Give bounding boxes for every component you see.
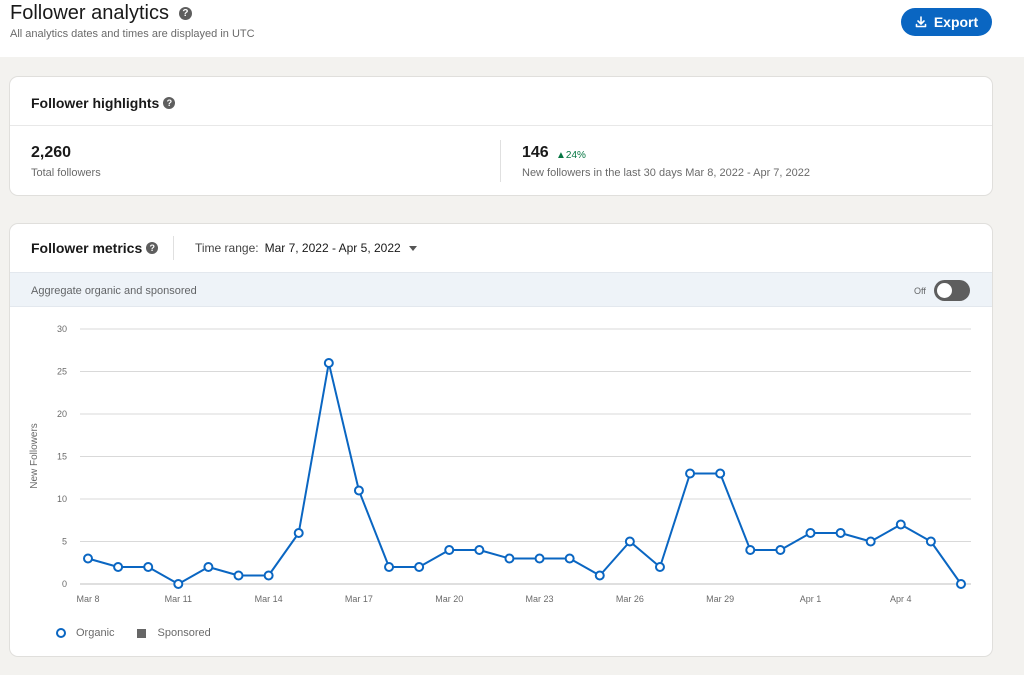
export-button[interactable]: Export: [901, 8, 992, 36]
y-axis-title: New Followers: [29, 423, 40, 489]
y-tick-label: 15: [57, 452, 67, 462]
data-point-organic[interactable]: [715, 468, 726, 479]
time-range-dropdown[interactable]: Time range: Mar 7, 2022 - Apr 5, 2022: [195, 241, 417, 255]
data-point-organic[interactable]: [654, 562, 665, 572]
x-tick-label: Apr 1: [800, 594, 822, 604]
follower-highlights-card: Follower highlights ? 2,260 Total follow…: [10, 77, 992, 195]
follower-highlights-title: Follower highlights: [31, 95, 160, 111]
total-followers-value: 2,260: [31, 144, 72, 161]
x-tick-label: Mar 23: [526, 594, 554, 604]
y-tick-label: 30: [57, 324, 67, 334]
data-point-organic[interactable]: [444, 545, 455, 555]
total-followers-label: Total followers: [31, 167, 101, 179]
toggle-state-label: Off: [914, 286, 926, 296]
stat-divider: [500, 140, 501, 182]
sponsored-marker-icon: [136, 628, 146, 638]
data-point-organic[interactable]: [805, 528, 816, 538]
aggregate-bar: Aggregate organic and sponsored Off: [10, 272, 992, 307]
data-point-organic[interactable]: [173, 579, 184, 589]
data-point-organic[interactable]: [474, 545, 485, 555]
data-point-organic[interactable]: [83, 553, 93, 564]
data-point-organic[interactable]: [745, 545, 756, 555]
data-point-organic[interactable]: [865, 536, 876, 547]
heading-separator: [173, 236, 174, 260]
x-tick-label: Mar 26: [616, 594, 644, 604]
toggle-knob: [937, 283, 952, 298]
x-axis-ticks: Mar 8 Mar 11 Mar 14 Mar 17 Mar 20 Mar 23 Mar 2…: [76, 594, 911, 604]
help-icon[interactable]: ?: [163, 97, 176, 109]
data-point-organic[interactable]: [685, 468, 696, 479]
y-tick-label: 10: [57, 494, 67, 504]
data-point-organic[interactable]: [113, 562, 124, 572]
download-icon: [915, 16, 927, 28]
caret-down-icon: [408, 245, 417, 251]
new-followers-change: ▲24%: [556, 150, 586, 161]
y-tick-label: 20: [57, 409, 67, 419]
data-point-organic[interactable]: [414, 562, 425, 572]
data-point-organic[interactable]: [293, 528, 304, 538]
legend-item-organic[interactable]: Organic: [56, 627, 115, 639]
data-point-organic[interactable]: [925, 536, 936, 547]
x-tick-label: Mar 20: [435, 594, 463, 604]
follower-highlights-heading: Follower highlights ?: [31, 95, 176, 111]
follower-metrics-title: Follower metrics: [31, 240, 143, 256]
y-tick-label: 5: [62, 537, 67, 547]
data-point-organic[interactable]: [895, 519, 906, 530]
x-tick-label: Mar 14: [255, 594, 283, 604]
data-point-organic[interactable]: [835, 528, 846, 538]
y-tick-label: 25: [57, 367, 67, 377]
x-tick-label: Mar 17: [345, 594, 373, 604]
help-icon[interactable]: ?: [178, 7, 192, 20]
data-point-organic[interactable]: [233, 570, 244, 581]
page-header: Follower analytics ? All analytics dates…: [0, 0, 1024, 57]
page-subtitle: All analytics dates and times are displa…: [10, 28, 255, 40]
aggregate-label: Aggregate organic and sponsored: [31, 285, 197, 297]
x-tick-label: Mar 8: [76, 594, 99, 604]
chart-series: [83, 358, 966, 589]
new-followers-value: 146: [522, 144, 549, 161]
legend-label-sponsored: Sponsored: [157, 627, 211, 639]
data-point-organic[interactable]: [384, 562, 395, 572]
data-point-organic[interactable]: [323, 358, 334, 368]
chart-gridlines: [80, 328, 971, 585]
data-point-organic[interactable]: [534, 553, 545, 564]
data-point-organic[interactable]: [504, 553, 515, 564]
series-line-organic: [87, 362, 962, 585]
data-point-organic[interactable]: [956, 579, 966, 589]
help-icon[interactable]: ?: [146, 242, 159, 254]
data-point-organic[interactable]: [263, 570, 274, 581]
page-title: Follower analytics ?: [10, 2, 192, 25]
x-tick-label: Apr 4: [890, 594, 912, 604]
follower-metrics-heading: Follower metrics ?: [31, 240, 159, 256]
chart-legend: Organic Sponsored: [56, 627, 233, 639]
time-range-value: Mar 7, 2022 - Apr 5, 2022: [264, 241, 401, 255]
data-point-organic[interactable]: [564, 553, 575, 564]
page-title-text: Follower analytics: [10, 2, 169, 24]
card-divider: [10, 125, 992, 126]
data-point-organic[interactable]: [624, 536, 635, 547]
legend-item-sponsored[interactable]: Sponsored: [136, 627, 211, 639]
legend-label-organic: Organic: [76, 627, 115, 639]
y-tick-label: 0: [62, 579, 67, 589]
data-point-organic[interactable]: [353, 485, 364, 496]
organic-marker-icon: [56, 628, 66, 638]
data-point-organic[interactable]: [143, 562, 154, 572]
x-tick-label: Mar 11: [165, 594, 192, 604]
export-label: Export: [933, 14, 979, 30]
new-followers-label: New followers in the last 30 days Mar 8,…: [522, 167, 810, 179]
data-point-organic[interactable]: [775, 545, 786, 555]
follower-metrics-card: Follower metrics ? Time range: Mar 7, 20…: [10, 224, 992, 656]
data-point-organic[interactable]: [203, 562, 214, 572]
data-point-organic[interactable]: [594, 570, 605, 581]
aggregate-toggle[interactable]: [934, 280, 970, 301]
time-range-label: Time range:: [195, 241, 259, 255]
x-tick-label: Mar 29: [706, 594, 734, 604]
y-axis-ticks: 0 5 10 15 20 25 30: [57, 324, 67, 589]
